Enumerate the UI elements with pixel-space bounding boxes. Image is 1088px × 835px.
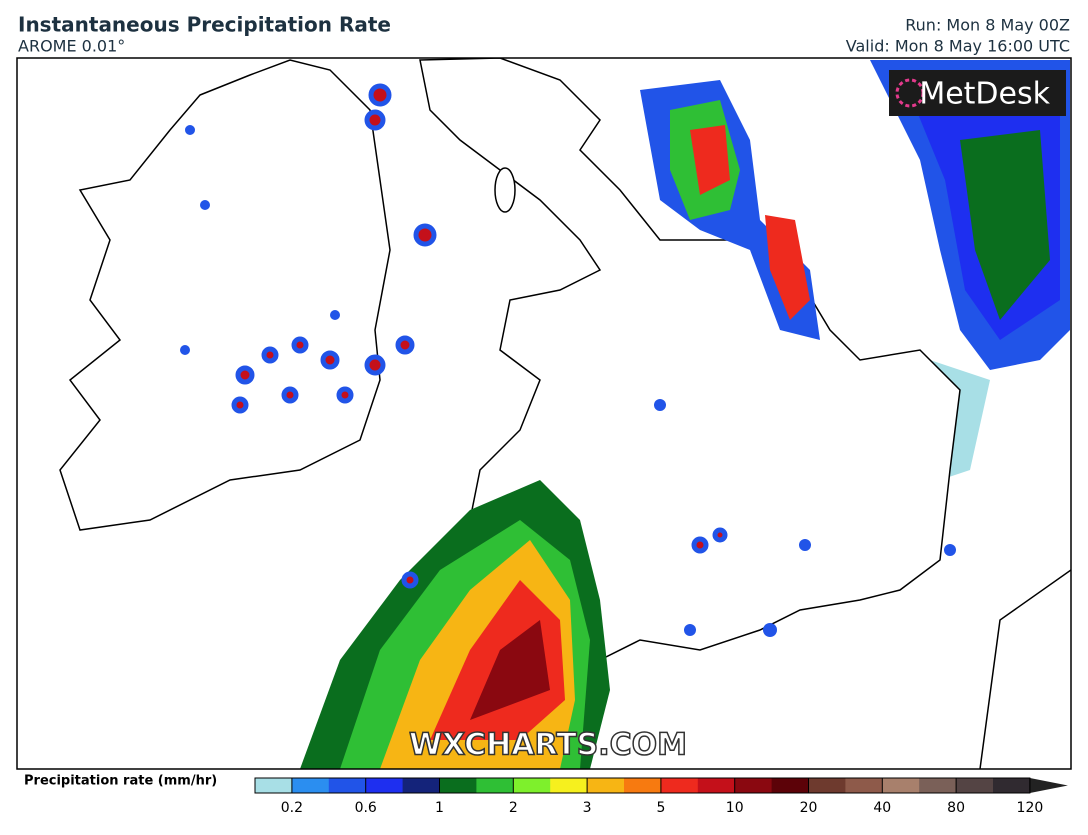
logo: MetDesk	[889, 70, 1066, 116]
valid: Valid: Mon 8 May 16:00 UTC	[846, 37, 1070, 56]
colorbar-tick-label: 5	[656, 800, 665, 816]
colorbar-segment	[845, 778, 883, 793]
colorbar-tick-label: 120	[1017, 800, 1044, 816]
colorbar-segment	[365, 778, 404, 793]
colorbar-segment	[550, 778, 588, 793]
colorbar-segment	[697, 778, 736, 793]
colorbar-segment	[255, 778, 293, 793]
colorbar-tick-label: 20	[800, 800, 818, 816]
colorbar-tick-label: 40	[873, 800, 891, 816]
colorbar-segment	[808, 778, 846, 793]
watermark: WXCHARTS.COM	[409, 728, 687, 763]
colorbar-tick-label: 80	[947, 800, 965, 816]
colorbar: 0.2 0.6 1 2 3 5 10 20 40 80 120	[254, 777, 1068, 816]
colorbar-segment	[291, 778, 330, 793]
map	[16, 57, 1072, 770]
colorbar-segment	[771, 778, 809, 793]
colorbar-tick-label: 1	[435, 800, 444, 816]
colorbar-segment	[734, 778, 773, 793]
title: Instantaneous Precipitation Rate	[18, 13, 391, 37]
colorbar-segment	[439, 778, 477, 793]
colorbar-segment	[919, 778, 957, 793]
colorbar-tick-label: 0.6	[355, 800, 377, 816]
model: AROME 0.01°	[18, 37, 125, 56]
colorbar-segment	[956, 778, 994, 793]
colorbar-segment	[328, 778, 367, 793]
logo-text: MetDesk	[919, 77, 1050, 112]
legend-label: Precipitation rate (mm/hr)	[24, 774, 217, 789]
colorbar-arrow	[1029, 778, 1068, 793]
colorbar-segment	[660, 778, 699, 793]
colorbar-segment	[587, 778, 625, 793]
colorbar-tick-label: 3	[583, 800, 592, 816]
colorbar-segment	[882, 778, 920, 793]
colorbar-segment	[476, 778, 514, 793]
colorbar-segment	[513, 778, 551, 793]
colorbar-segment	[993, 778, 1031, 793]
colorbar-tick-label: 10	[726, 800, 744, 816]
colorbar-tick-label: 2	[509, 800, 518, 816]
colorbar-tick-label: 0.2	[281, 800, 303, 816]
run: Run: Mon 8 May 00Z	[905, 16, 1070, 35]
colorbar-segment	[624, 778, 662, 793]
colorbar-segment	[402, 778, 440, 793]
